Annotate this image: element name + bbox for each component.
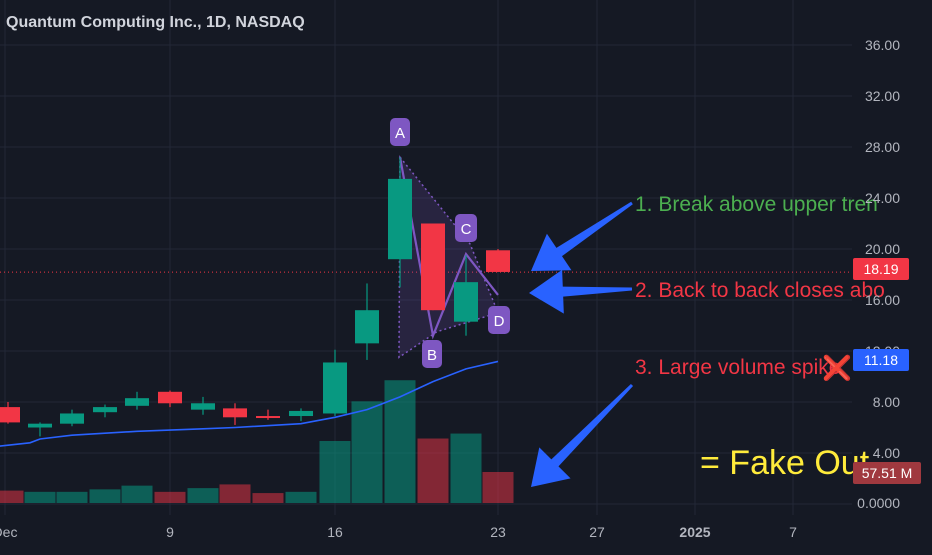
volume-bar xyxy=(450,433,482,503)
candle-body xyxy=(486,250,510,272)
candle-body xyxy=(388,178,412,260)
candle xyxy=(125,391,149,410)
price-tick-label: 20.00 xyxy=(865,241,900,257)
pattern-label-b: B xyxy=(422,340,442,368)
price-tick-label: 32.00 xyxy=(865,88,900,104)
pattern-label-a: A xyxy=(390,118,410,146)
ma-value: 11.18 xyxy=(864,352,898,368)
arrow-to-volume xyxy=(531,383,634,487)
volume-bar xyxy=(219,484,251,503)
volume-bar xyxy=(24,491,56,503)
candle-body xyxy=(93,407,117,413)
pattern-label-c-text: C xyxy=(461,221,472,238)
volume-bar xyxy=(56,491,88,503)
price-tick-label: 24.00 xyxy=(865,190,900,206)
volume-value-badge: 57.51 M xyxy=(853,462,921,484)
candle xyxy=(93,404,117,418)
volume-bar xyxy=(89,489,121,503)
volume-bar xyxy=(384,380,416,503)
moving-average-line xyxy=(0,360,499,447)
volume-bar xyxy=(285,491,317,503)
note-volume-spike: 3. Large volume spike xyxy=(635,356,840,379)
time-tick-label: 27 xyxy=(589,524,605,540)
annotation-arrows xyxy=(529,201,634,487)
price-tick-label: 4.00 xyxy=(873,445,900,461)
pattern-zigzag xyxy=(398,157,499,340)
volume-bar xyxy=(351,401,383,503)
note-back-to-back: 2. Back to back closes abo xyxy=(635,279,885,302)
candle xyxy=(289,408,313,422)
volume-bar xyxy=(482,472,514,503)
time-tick-label: 16 xyxy=(327,524,343,540)
price-axis[interactable]: 36.0032.0028.0024.0020.0016.0012.008.004… xyxy=(857,37,900,511)
price-tick-label: 0.0000 xyxy=(857,495,900,511)
volume-value: 57.51 M xyxy=(862,465,913,481)
time-tick-label: 23 xyxy=(490,524,506,540)
candle xyxy=(0,402,20,424)
candle-body xyxy=(191,403,215,410)
chart-title: Quantum Computing Inc., 1D, NASDAQ xyxy=(6,14,305,31)
pattern-label-d-text: D xyxy=(494,313,505,330)
volume-bar xyxy=(252,493,284,503)
time-axis[interactable]: Dec 9 16 23 27 2025 7 xyxy=(0,524,797,540)
arrow-to-closes xyxy=(529,269,633,314)
time-tick-label: 9 xyxy=(166,524,174,540)
candle-body xyxy=(454,282,478,322)
candle xyxy=(223,403,247,425)
candle-body xyxy=(323,362,347,414)
pattern-label-c: C xyxy=(455,214,477,242)
candle-body xyxy=(0,407,20,423)
pattern-label-b-text: B xyxy=(427,347,437,364)
candle-body xyxy=(421,223,445,311)
time-tick-label: 7 xyxy=(789,524,797,540)
price-tick-label: 8.00 xyxy=(873,394,900,410)
ma-value-badge: 11.18 xyxy=(853,349,909,371)
candle xyxy=(355,283,379,360)
candle xyxy=(60,409,84,427)
volume-bar xyxy=(121,485,153,503)
candle xyxy=(486,249,510,272)
candle xyxy=(454,255,478,336)
pattern-label-d: D xyxy=(488,306,510,334)
pattern-label-a-text: A xyxy=(395,125,405,142)
last-price-badge: 18.19 xyxy=(853,258,909,280)
candle xyxy=(191,396,215,415)
volume-bar xyxy=(0,490,24,503)
candle xyxy=(421,223,445,311)
arrow-to-breakout xyxy=(531,201,633,271)
price-tick-label: 28.00 xyxy=(865,139,900,155)
fake-out-label: = Fake Out xyxy=(700,444,870,482)
time-tick-label: Dec xyxy=(0,524,17,540)
volume-layer xyxy=(0,380,514,503)
candle-layer xyxy=(0,157,510,437)
candle-body xyxy=(223,408,247,418)
last-price-value: 18.19 xyxy=(863,261,898,277)
candle xyxy=(158,390,182,408)
candle-body xyxy=(158,391,182,404)
candle-body xyxy=(355,310,379,344)
price-tick-label: 36.00 xyxy=(865,37,900,53)
volume-bar xyxy=(417,438,449,503)
time-tick-label: 2025 xyxy=(679,524,710,540)
abcd-pattern-layer xyxy=(398,155,500,359)
note-break-above: 1. Break above upper tren xyxy=(635,193,878,216)
volume-bar xyxy=(154,491,186,503)
cross-icon: ❌ xyxy=(822,354,852,382)
moving-average-layer xyxy=(0,360,499,447)
candle xyxy=(28,422,52,437)
candle-body xyxy=(125,398,149,406)
candle-body xyxy=(60,413,84,424)
candle-body xyxy=(256,416,280,419)
pattern-triangle xyxy=(398,155,500,359)
candle xyxy=(388,157,412,288)
candle-body xyxy=(289,410,313,417)
candle-body xyxy=(28,423,52,428)
volume-bar xyxy=(319,441,351,503)
candle xyxy=(256,409,280,420)
price-tick-label: 16.00 xyxy=(865,292,900,308)
candle xyxy=(323,349,347,417)
volume-bar xyxy=(187,488,219,503)
